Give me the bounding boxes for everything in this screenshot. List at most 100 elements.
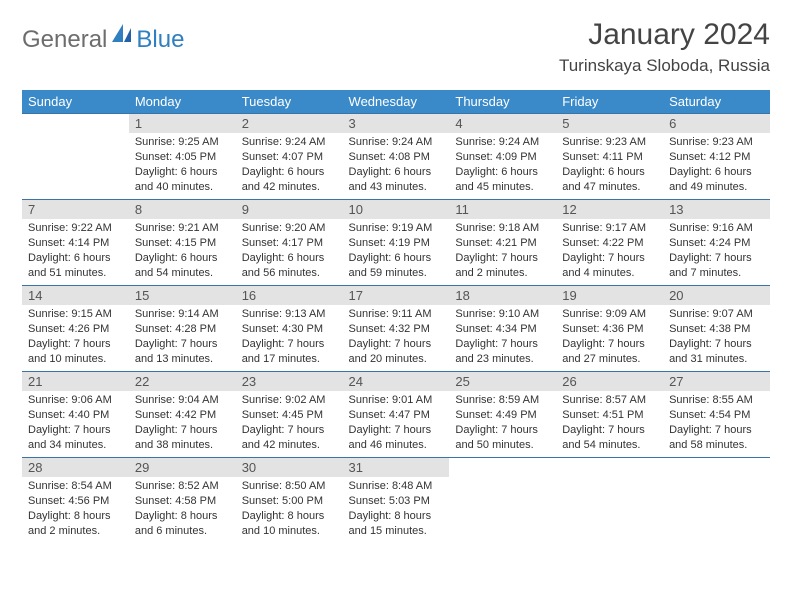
day-data: Sunrise: 8:57 AMSunset: 4:51 PMDaylight:…: [556, 391, 663, 456]
sunrise-line: Sunrise: 8:57 AM: [562, 393, 657, 408]
calendar-day-cell: 5Sunrise: 9:23 AMSunset: 4:11 PMDaylight…: [556, 114, 663, 200]
daylight-line: Daylight: 7 hours and 50 minutes.: [455, 423, 550, 453]
calendar-day-cell: 12Sunrise: 9:17 AMSunset: 4:22 PMDayligh…: [556, 200, 663, 286]
sunrise-line: Sunrise: 9:10 AM: [455, 307, 550, 322]
logo-text-blue: Blue: [136, 26, 184, 54]
sunrise-line: Sunrise: 9:01 AM: [349, 393, 444, 408]
sunset-line: Sunset: 4:49 PM: [455, 408, 550, 423]
sunrise-line: Sunrise: 9:22 AM: [28, 221, 123, 236]
daylight-line: Daylight: 7 hours and 38 minutes.: [135, 423, 230, 453]
day-data: Sunrise: 8:54 AMSunset: 4:56 PMDaylight:…: [22, 477, 129, 542]
daylight-line: Daylight: 8 hours and 10 minutes.: [242, 509, 337, 539]
day-data: Sunrise: 9:19 AMSunset: 4:19 PMDaylight:…: [343, 219, 450, 284]
day-number: 5: [556, 114, 663, 133]
sunrise-line: Sunrise: 9:18 AM: [455, 221, 550, 236]
sunrise-line: Sunrise: 9:13 AM: [242, 307, 337, 322]
sunset-line: Sunset: 4:58 PM: [135, 494, 230, 509]
weekday-header: Thursday: [449, 90, 556, 114]
daylight-line: Daylight: 8 hours and 2 minutes.: [28, 509, 123, 539]
daylight-line: Daylight: 6 hours and 49 minutes.: [669, 165, 764, 195]
sunrise-line: Sunrise: 9:24 AM: [242, 135, 337, 150]
calendar-empty-cell: [663, 458, 770, 544]
calendar-day-cell: 7Sunrise: 9:22 AMSunset: 4:14 PMDaylight…: [22, 200, 129, 286]
calendar-empty-cell: [22, 114, 129, 200]
daylight-line: Daylight: 6 hours and 59 minutes.: [349, 251, 444, 281]
day-number: 4: [449, 114, 556, 133]
day-number: 31: [343, 458, 450, 477]
daylight-line: Daylight: 7 hours and 23 minutes.: [455, 337, 550, 367]
weekday-header: Monday: [129, 90, 236, 114]
daylight-line: Daylight: 7 hours and 13 minutes.: [135, 337, 230, 367]
calendar-empty-cell: [449, 458, 556, 544]
calendar-day-cell: 10Sunrise: 9:19 AMSunset: 4:19 PMDayligh…: [343, 200, 450, 286]
sunrise-line: Sunrise: 9:11 AM: [349, 307, 444, 322]
calendar-day-cell: 20Sunrise: 9:07 AMSunset: 4:38 PMDayligh…: [663, 286, 770, 372]
calendar-day-cell: 25Sunrise: 8:59 AMSunset: 4:49 PMDayligh…: [449, 372, 556, 458]
logo: General Blue: [22, 24, 184, 55]
day-number: 9: [236, 200, 343, 219]
sunrise-line: Sunrise: 9:24 AM: [455, 135, 550, 150]
day-data: Sunrise: 9:18 AMSunset: 4:21 PMDaylight:…: [449, 219, 556, 284]
daylight-line: Daylight: 7 hours and 46 minutes.: [349, 423, 444, 453]
weekday-header: Saturday: [663, 90, 770, 114]
sunrise-line: Sunrise: 9:14 AM: [135, 307, 230, 322]
daylight-line: Daylight: 7 hours and 34 minutes.: [28, 423, 123, 453]
calendar-day-cell: 13Sunrise: 9:16 AMSunset: 4:24 PMDayligh…: [663, 200, 770, 286]
calendar-day-cell: 2Sunrise: 9:24 AMSunset: 4:07 PMDaylight…: [236, 114, 343, 200]
day-data: Sunrise: 9:13 AMSunset: 4:30 PMDaylight:…: [236, 305, 343, 370]
day-number: 22: [129, 372, 236, 391]
day-number: 17: [343, 286, 450, 305]
daylight-line: Daylight: 7 hours and 17 minutes.: [242, 337, 337, 367]
calendar-day-cell: 27Sunrise: 8:55 AMSunset: 4:54 PMDayligh…: [663, 372, 770, 458]
daylight-line: Daylight: 7 hours and 10 minutes.: [28, 337, 123, 367]
day-data: Sunrise: 9:21 AMSunset: 4:15 PMDaylight:…: [129, 219, 236, 284]
sunrise-line: Sunrise: 9:23 AM: [562, 135, 657, 150]
sunrise-line: Sunrise: 9:25 AM: [135, 135, 230, 150]
sunrise-line: Sunrise: 9:20 AM: [242, 221, 337, 236]
day-number: 2: [236, 114, 343, 133]
calendar-day-cell: 26Sunrise: 8:57 AMSunset: 4:51 PMDayligh…: [556, 372, 663, 458]
day-data: Sunrise: 9:04 AMSunset: 4:42 PMDaylight:…: [129, 391, 236, 456]
weekday-header: Friday: [556, 90, 663, 114]
calendar-day-cell: 1Sunrise: 9:25 AMSunset: 4:05 PMDaylight…: [129, 114, 236, 200]
sunrise-line: Sunrise: 8:52 AM: [135, 479, 230, 494]
day-data: Sunrise: 9:17 AMSunset: 4:22 PMDaylight:…: [556, 219, 663, 284]
day-number: 15: [129, 286, 236, 305]
sunrise-line: Sunrise: 9:16 AM: [669, 221, 764, 236]
sunset-line: Sunset: 4:51 PM: [562, 408, 657, 423]
daylight-line: Daylight: 8 hours and 6 minutes.: [135, 509, 230, 539]
calendar-day-cell: 6Sunrise: 9:23 AMSunset: 4:12 PMDaylight…: [663, 114, 770, 200]
daylight-line: Daylight: 7 hours and 54 minutes.: [562, 423, 657, 453]
sunset-line: Sunset: 4:08 PM: [349, 150, 444, 165]
sunrise-line: Sunrise: 8:59 AM: [455, 393, 550, 408]
day-number: 26: [556, 372, 663, 391]
sunrise-line: Sunrise: 9:02 AM: [242, 393, 337, 408]
calendar-day-cell: 17Sunrise: 9:11 AMSunset: 4:32 PMDayligh…: [343, 286, 450, 372]
day-data: Sunrise: 9:02 AMSunset: 4:45 PMDaylight:…: [236, 391, 343, 456]
sunset-line: Sunset: 4:17 PM: [242, 236, 337, 251]
daylight-line: Daylight: 6 hours and 47 minutes.: [562, 165, 657, 195]
day-data: Sunrise: 9:23 AMSunset: 4:12 PMDaylight:…: [663, 133, 770, 198]
day-data: Sunrise: 8:48 AMSunset: 5:03 PMDaylight:…: [343, 477, 450, 542]
daylight-line: Daylight: 6 hours and 43 minutes.: [349, 165, 444, 195]
sunset-line: Sunset: 4:28 PM: [135, 322, 230, 337]
daylight-line: Daylight: 8 hours and 15 minutes.: [349, 509, 444, 539]
calendar-day-cell: 18Sunrise: 9:10 AMSunset: 4:34 PMDayligh…: [449, 286, 556, 372]
sunset-line: Sunset: 4:21 PM: [455, 236, 550, 251]
calendar-day-cell: 30Sunrise: 8:50 AMSunset: 5:00 PMDayligh…: [236, 458, 343, 544]
day-number: 3: [343, 114, 450, 133]
calendar-day-cell: 16Sunrise: 9:13 AMSunset: 4:30 PMDayligh…: [236, 286, 343, 372]
daylight-line: Daylight: 7 hours and 7 minutes.: [669, 251, 764, 281]
calendar-day-cell: 14Sunrise: 9:15 AMSunset: 4:26 PMDayligh…: [22, 286, 129, 372]
sunrise-line: Sunrise: 9:19 AM: [349, 221, 444, 236]
calendar-day-cell: 3Sunrise: 9:24 AMSunset: 4:08 PMDaylight…: [343, 114, 450, 200]
sunrise-line: Sunrise: 9:15 AM: [28, 307, 123, 322]
calendar-day-cell: 11Sunrise: 9:18 AMSunset: 4:21 PMDayligh…: [449, 200, 556, 286]
day-number: 11: [449, 200, 556, 219]
month-title: January 2024: [559, 18, 770, 52]
sunset-line: Sunset: 4:38 PM: [669, 322, 764, 337]
sunset-line: Sunset: 4:14 PM: [28, 236, 123, 251]
day-data: Sunrise: 9:24 AMSunset: 4:07 PMDaylight:…: [236, 133, 343, 198]
calendar-row: 28Sunrise: 8:54 AMSunset: 4:56 PMDayligh…: [22, 458, 770, 544]
sunset-line: Sunset: 4:26 PM: [28, 322, 123, 337]
